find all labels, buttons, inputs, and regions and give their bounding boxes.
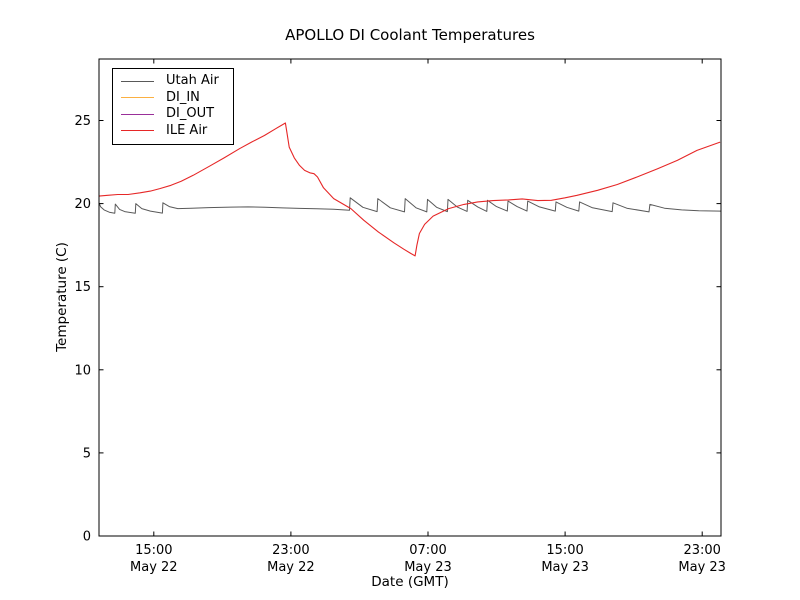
y-tick-label: 10: [74, 363, 91, 378]
y-tick-label: 20: [74, 197, 91, 212]
legend-label: DI_IN: [166, 89, 200, 105]
legend-line-ile-air: [121, 130, 154, 132]
y-tick-label: 25: [74, 114, 91, 129]
x-tick-label-date: May 23: [678, 560, 726, 575]
x-tick-label-time: 07:00: [409, 543, 446, 558]
legend-label: Utah Air: [166, 73, 219, 89]
legend: Utah Air DI_IN DI_OUT ILE Air: [112, 68, 234, 145]
legend-entry-di-in: DI_IN: [121, 90, 227, 107]
y-tick-label: 0: [83, 530, 91, 545]
x-tick-label-date: May 23: [541, 560, 589, 575]
legend-line-di-out: [121, 113, 154, 115]
legend-entry-di-out: DI_OUT: [121, 106, 227, 123]
chart-title: APOLLO DI Coolant Temperatures: [285, 26, 535, 44]
x-tick-label-date: May 22: [267, 560, 315, 575]
x-tick-label-time: 15:00: [546, 543, 583, 558]
y-tick-label: 5: [83, 446, 91, 461]
series-utah-air-line: [98, 197, 722, 214]
legend-line-di-in: [121, 97, 154, 99]
y-tick-label: 15: [74, 280, 91, 295]
axes-frame: [98, 58, 722, 537]
x-axis-label: Date (GMT): [371, 574, 449, 590]
y-axis-label: Temperature (C): [54, 242, 70, 352]
series-ile-air-line: [98, 122, 721, 257]
legend-label: DI_OUT: [166, 106, 215, 122]
x-tick-label-date: May 22: [130, 560, 178, 575]
x-tick-label-time: 15:00: [135, 543, 172, 558]
x-tick-label-date: May 23: [404, 560, 452, 575]
legend-line-utah-air: [121, 80, 154, 82]
legend-label: ILE Air: [166, 122, 208, 138]
legend-entry-utah-air: Utah Air: [121, 73, 227, 90]
x-tick-label-time: 23:00: [683, 543, 720, 558]
x-tick-label-time: 23:00: [272, 543, 309, 558]
legend-entry-ile-air: ILE Air: [121, 123, 227, 140]
